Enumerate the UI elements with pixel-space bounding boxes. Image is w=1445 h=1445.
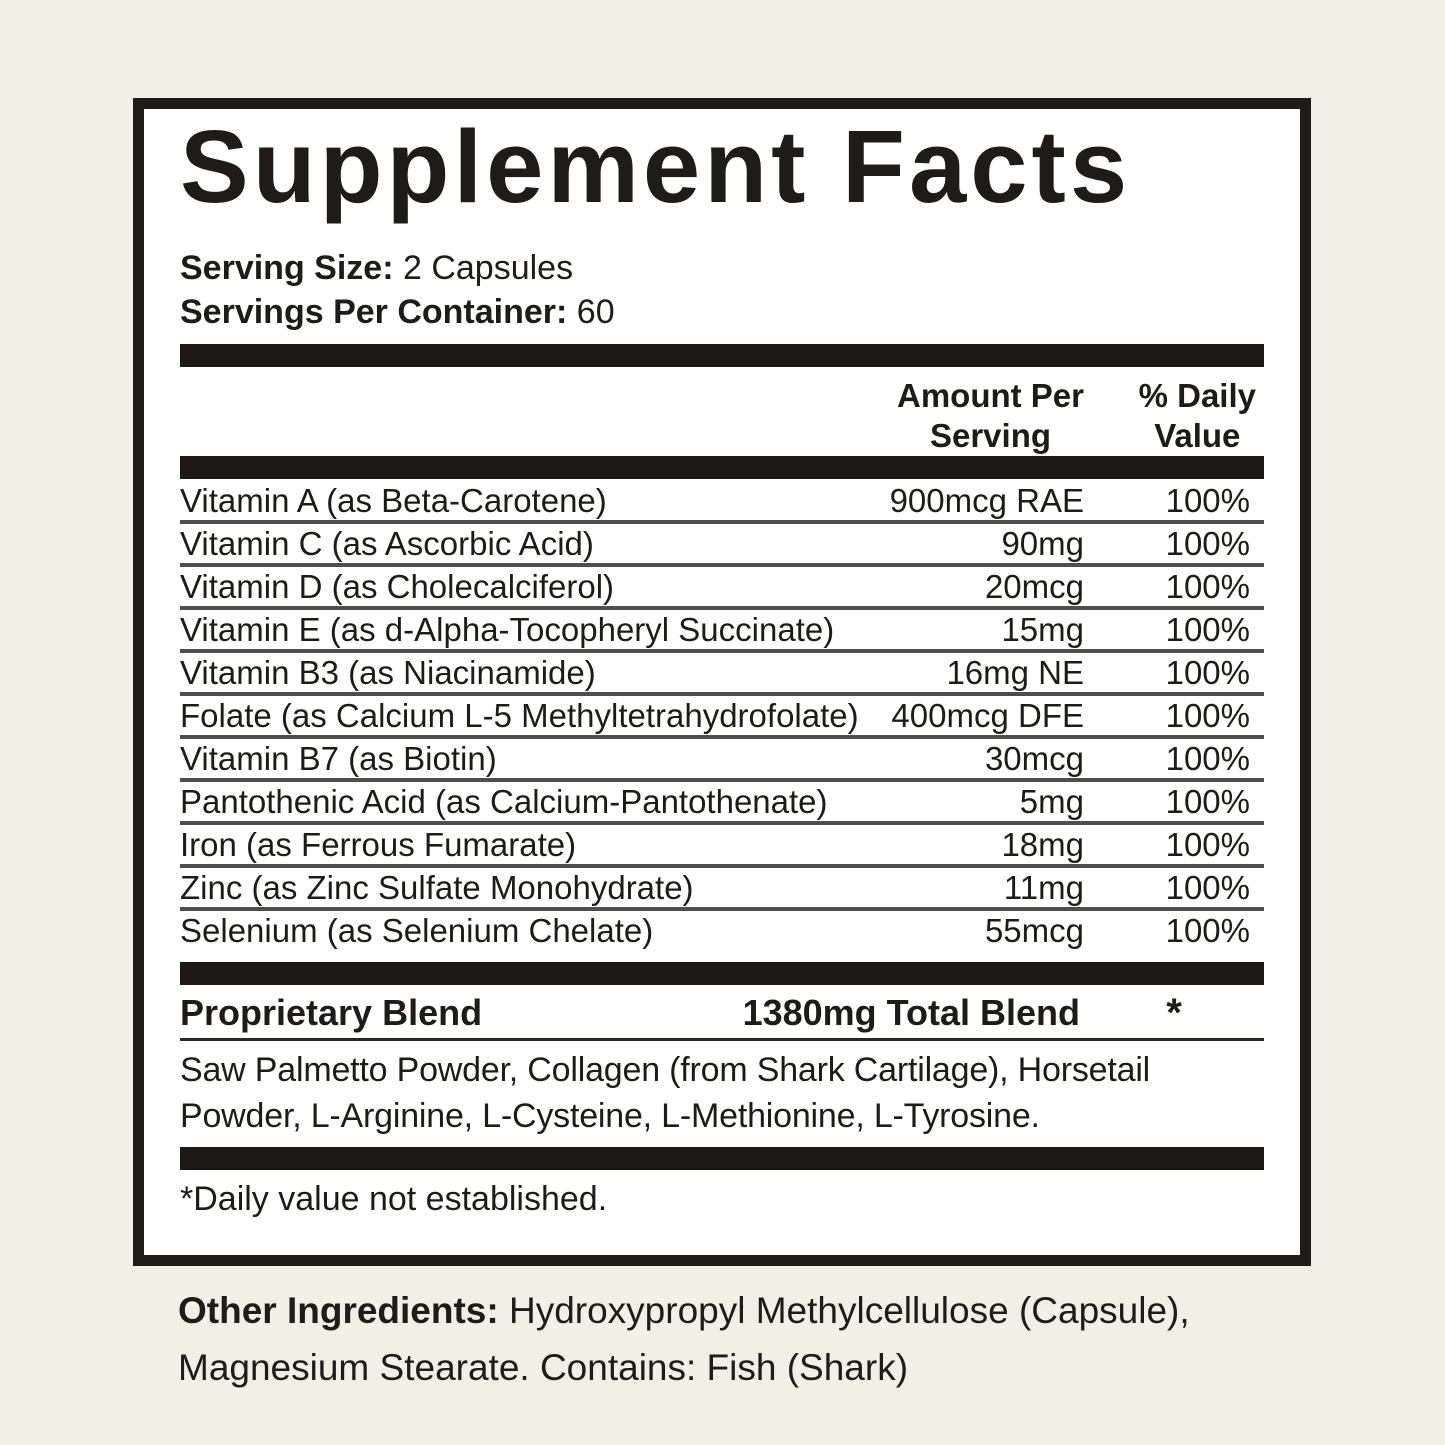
supplement-facts-panel: Supplement Facts Serving Size: 2 Capsule…	[133, 98, 1311, 1266]
page-title: Supplement Facts	[180, 109, 1132, 224]
ingredient-table: Vitamin A (as Beta-Carotene) 900mcg RAE 10…	[180, 479, 1264, 962]
row-divider	[180, 520, 1264, 524]
blend-amount: 1380mg Total Blend	[742, 992, 1080, 1033]
table-row: Pantothenic Acid (as Calcium-Pantothenat…	[180, 782, 1264, 821]
ingredient-name: Vitamin C (as Ascorbic Acid)	[180, 525, 594, 562]
ingredient-amount: 5mg	[1019, 783, 1084, 820]
ingredient-name: Zinc (as Zinc Sulfate Monohydrate)	[180, 869, 694, 906]
ingredient-name: Vitamin A (as Beta-Carotene)	[180, 482, 607, 519]
row-divider	[180, 649, 1264, 653]
thick-rule	[180, 456, 1264, 479]
serving-info: Serving Size: 2 Capsules Servings Per Co…	[180, 246, 1264, 334]
row-divider	[180, 907, 1264, 911]
ingredient-amount: 18mg	[1001, 826, 1084, 863]
ingredient-amount: 30mcg	[984, 740, 1084, 777]
ingredient-daily-value: 100%	[1165, 783, 1250, 820]
servings-per-container-value: 60	[576, 293, 615, 331]
servings-per-container-line: Servings Per Container: 60	[180, 290, 1264, 334]
ingredient-amount: 55mcg	[984, 912, 1084, 949]
ingredient-daily-value: 100%	[1165, 869, 1250, 906]
dv-header-line1: % Daily	[1138, 377, 1256, 414]
ingredient-amount: 400mcg DFE	[891, 697, 1084, 734]
table-row: Vitamin D (as Cholecalciferol) 20mcg 100%	[180, 567, 1264, 606]
table-row: Zinc (as Zinc Sulfate Monohydrate) 11mg 10…	[180, 868, 1264, 907]
ingredient-name: Vitamin D (as Cholecalciferol)	[180, 568, 615, 605]
table-row: Folate (as Calcium L-5 Methyltetrahydrof…	[180, 696, 1264, 735]
ingredient-daily-value: 100%	[1165, 568, 1250, 605]
row-divider	[180, 821, 1264, 825]
other-ingredients-label: Other Ingredients:	[178, 1290, 499, 1331]
serving-size-value: 2 Capsules	[402, 249, 574, 287]
ingredient-daily-value: 100%	[1165, 482, 1250, 519]
servings-per-container-label: Servings Per Container:	[180, 293, 568, 331]
thick-rule	[180, 1147, 1264, 1170]
thick-rule	[180, 344, 1264, 367]
ingredient-name: Vitamin B3 (as Niacinamide)	[180, 654, 596, 691]
row-divider	[180, 778, 1264, 782]
serving-size-label: Serving Size:	[180, 249, 394, 287]
ingredient-name: Selenium (as Selenium Chelate)	[180, 912, 654, 949]
table-row: Vitamin B7 (as Biotin) 30mcg 100%	[180, 739, 1264, 778]
ingredient-name: Iron (as Ferrous Fumarate)	[180, 826, 577, 863]
table-row: Vitamin A (as Beta-Carotene) 900mcg RAE 10…	[180, 481, 1264, 520]
ingredient-name: Vitamin E (as d-Alpha-Tocopheryl Succina…	[180, 611, 835, 648]
ingredient-amount: 90mg	[1001, 525, 1084, 562]
amount-header-line1: Amount Per	[896, 377, 1084, 414]
row-divider	[180, 606, 1264, 610]
table-row: Vitamin E (as d-Alpha-Tocopheryl Succina…	[180, 610, 1264, 649]
ingredient-amount: 11mg	[1003, 869, 1084, 906]
dv-header-line2: Value	[1154, 417, 1241, 454]
other-ingredients-value: Hydroxypropyl Methylcellulose (Capsule),…	[178, 1290, 1190, 1388]
serving-size-line: Serving Size: 2 Capsules	[180, 246, 1264, 290]
ingredient-daily-value: 100%	[1165, 611, 1250, 648]
table-row: Vitamin C (as Ascorbic Acid) 90mg 100%	[180, 524, 1264, 563]
daily-value-footnote: *Daily value not established.	[180, 1180, 608, 1218]
ingredient-name: Folate (as Calcium L-5 Methyltetrahydrof…	[180, 697, 859, 734]
row-divider	[180, 563, 1264, 567]
row-divider	[180, 735, 1264, 739]
ingredient-daily-value: 100%	[1165, 525, 1250, 562]
ingredient-daily-value: 100%	[1165, 654, 1250, 691]
thin-rule	[180, 1038, 1264, 1041]
ingredient-daily-value: 100%	[1165, 826, 1250, 863]
ingredient-daily-value: 100%	[1165, 912, 1250, 949]
ingredient-name: Vitamin B7 (as Biotin)	[180, 740, 497, 777]
ingredient-amount: 16mg NE	[946, 654, 1084, 691]
ingredient-amount: 15mg	[1001, 611, 1084, 648]
row-divider	[180, 864, 1264, 868]
ingredient-daily-value: 100%	[1165, 697, 1250, 734]
thick-rule	[180, 962, 1264, 985]
ingredient-amount: 20mcg	[984, 568, 1084, 605]
daily-value-header: % Daily Value	[1139, 376, 1264, 456]
table-row: Iron (as Ferrous Fumarate) 18mg 100%	[180, 825, 1264, 864]
amount-per-serving-header: Amount Per Serving	[897, 376, 1084, 456]
blend-ingredients-text: Saw Palmetto Powder, Collagen (from Shar…	[180, 1051, 1151, 1135]
other-ingredients: Other Ingredients: Hydroxypropyl Methylc…	[178, 1282, 1313, 1396]
blend-daily-value-asterisk: *	[1166, 991, 1182, 1035]
amount-header-line2: Serving	[929, 417, 1052, 454]
table-header: Amount Per Serving % Daily Value	[180, 367, 1264, 456]
ingredient-amount: 900mcg RAE	[889, 482, 1084, 519]
proprietary-blend-row: Proprietary Blend 1380mg Total Blend *	[180, 991, 1264, 1035]
table-row: Selenium (as Selenium Chelate) 55mcg 100%	[180, 911, 1264, 950]
ingredient-name: Pantothenic Acid (as Calcium-Pantothenat…	[180, 783, 828, 820]
ingredient-daily-value: 100%	[1165, 740, 1250, 777]
blend-name: Proprietary Blend	[180, 992, 483, 1033]
table-row: Vitamin B3 (as Niacinamide) 16mg NE 100%	[180, 653, 1264, 692]
row-divider	[180, 692, 1264, 696]
